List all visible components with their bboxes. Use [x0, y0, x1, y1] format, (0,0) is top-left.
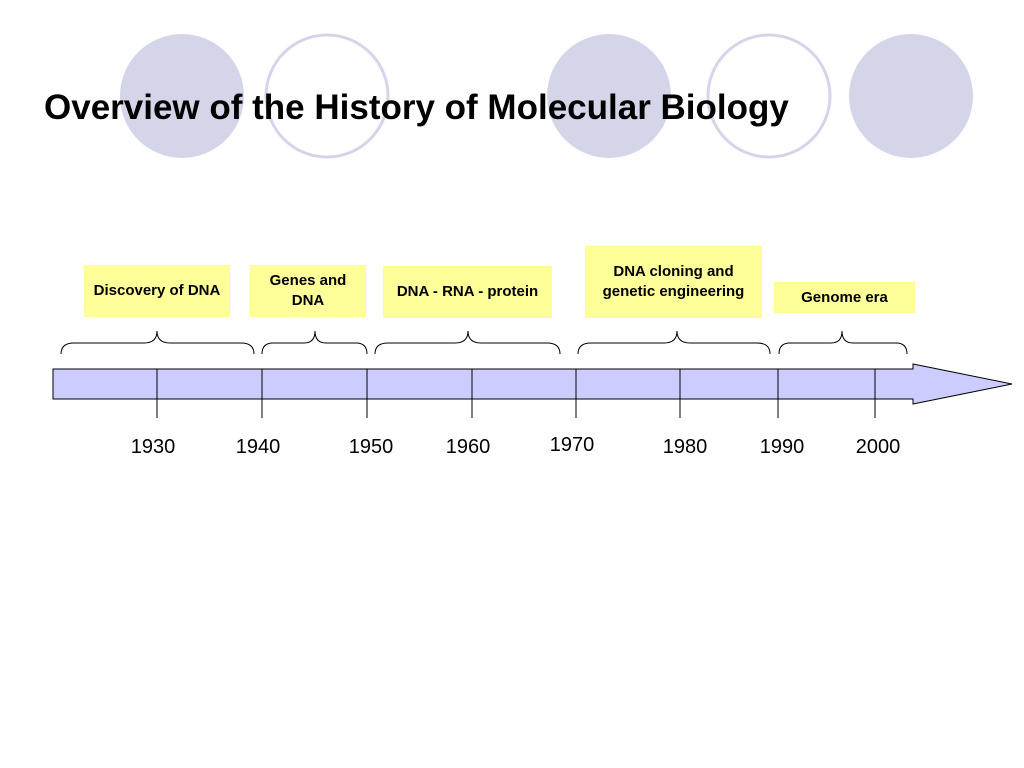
decor-circle-outline	[706, 33, 832, 159]
year-label-2000: 2000	[855, 436, 901, 458]
era-box-genes-and-dna: Genes and DNA	[250, 265, 366, 317]
era-box-genome-era: Genome era	[774, 282, 915, 313]
brace-genes	[261, 330, 368, 355]
decor-circle-filled	[120, 34, 244, 158]
decor-circle-filled	[849, 34, 973, 158]
era-box-dna-cloning: DNA cloning and genetic engineering	[585, 246, 762, 318]
year-label-1930: 1930	[130, 436, 176, 458]
brace-cloning	[577, 330, 771, 355]
era-box-discovery-of-dna: Discovery of DNA	[84, 265, 230, 317]
brace-dna-rna-protein	[374, 330, 561, 355]
brace-discovery	[60, 330, 255, 355]
year-label-1960: 1960	[445, 436, 491, 458]
year-label-1950: 1950	[348, 436, 394, 458]
brace-genome	[778, 330, 908, 355]
year-label-1940: 1940	[235, 436, 281, 458]
year-label-1980: 1980	[662, 436, 708, 458]
slide-title: Overview of the History of Molecular Bio…	[44, 88, 789, 127]
year-label-1970: 1970	[549, 434, 595, 456]
era-box-dna-rna-protein: DNA - RNA - protein	[383, 266, 552, 318]
year-label-1990: 1990	[759, 436, 805, 458]
decor-circle-filled	[547, 34, 671, 158]
timeline-arrow	[52, 363, 1013, 405]
decor-circle-outline	[264, 33, 390, 159]
